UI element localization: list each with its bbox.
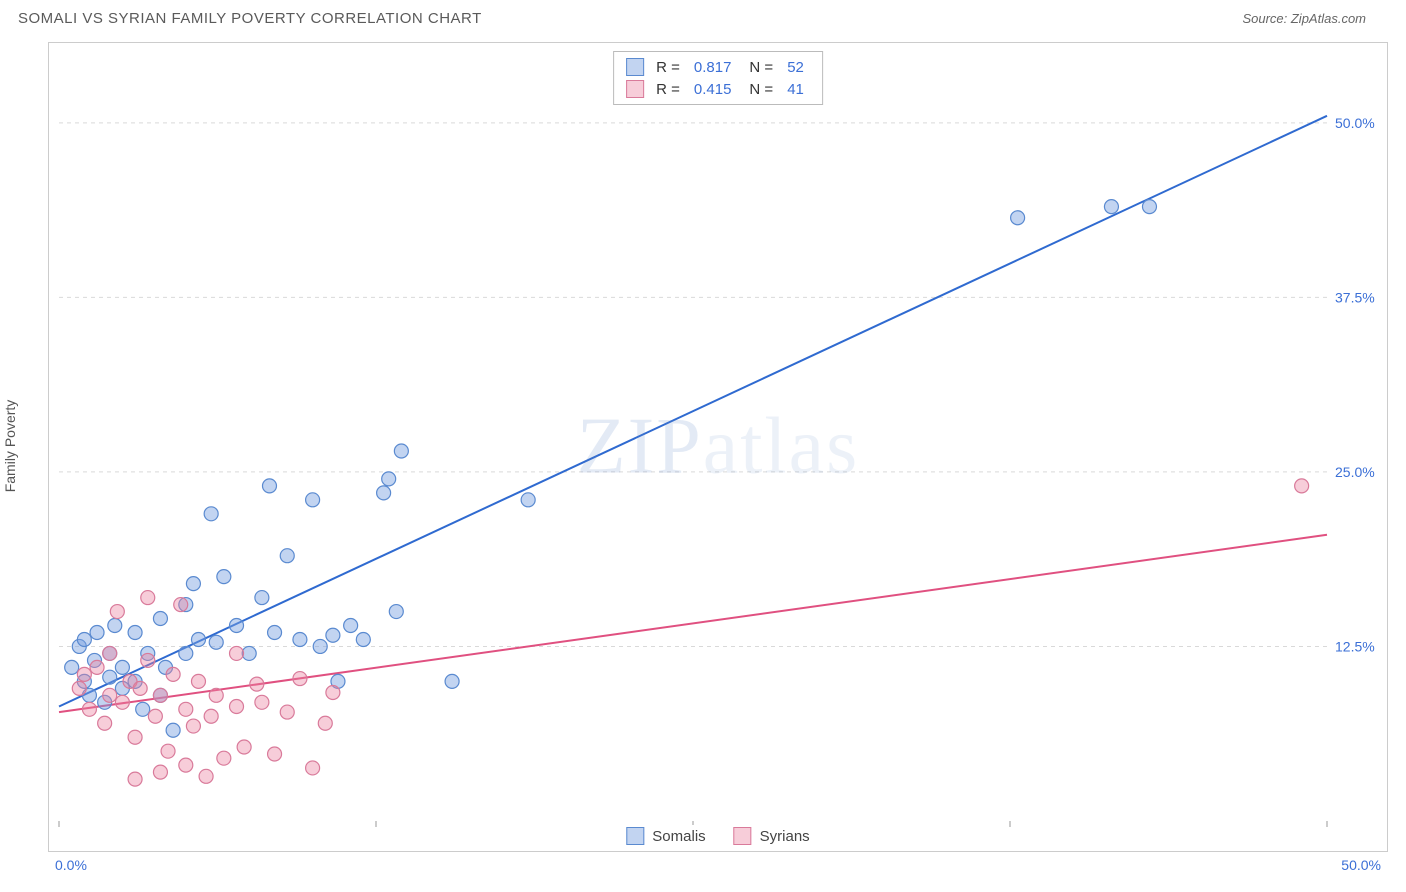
y-axis-label: Family Poverty [2, 400, 18, 493]
swatch-icon [626, 827, 644, 845]
svg-text:12.5%: 12.5% [1335, 638, 1375, 654]
legend-item: Somalis [626, 827, 705, 845]
x-axis-min-label: 0.0% [55, 857, 87, 873]
legend-label: Syrians [760, 828, 810, 845]
chart-header: SOMALI VS SYRIAN FAMILY POVERTY CORRELAT… [0, 0, 1406, 33]
swatch-icon [734, 827, 752, 845]
x-axis-max-label: 50.0% [1341, 857, 1381, 873]
stats-row: R = 0.415 N = 41 [626, 78, 810, 100]
legend-item: Syrians [734, 827, 810, 845]
scatter-plot-svg: 12.5% 25.0% 37.5% 50.0% [49, 43, 1387, 851]
chart-source: Source: ZipAtlas.com [1242, 11, 1366, 26]
svg-text:25.0%: 25.0% [1335, 464, 1375, 480]
chart-area: ZIPatlas 12.5%25.0%37.5%50.0% R = 0.817 … [48, 42, 1388, 852]
correlation-stats-box: R = 0.817 N = 52 R = 0.415 N = 41 [613, 51, 823, 105]
svg-text:37.5%: 37.5% [1335, 289, 1375, 305]
svg-text:50.0%: 50.0% [1335, 115, 1375, 131]
chart-title: SOMALI VS SYRIAN FAMILY POVERTY CORRELAT… [18, 10, 482, 27]
bottom-legend: Somalis Syrians [618, 825, 817, 847]
swatch-icon [626, 58, 644, 76]
swatch-icon [626, 80, 644, 98]
legend-label: Somalis [652, 828, 705, 845]
stats-row: R = 0.817 N = 52 [626, 56, 810, 78]
